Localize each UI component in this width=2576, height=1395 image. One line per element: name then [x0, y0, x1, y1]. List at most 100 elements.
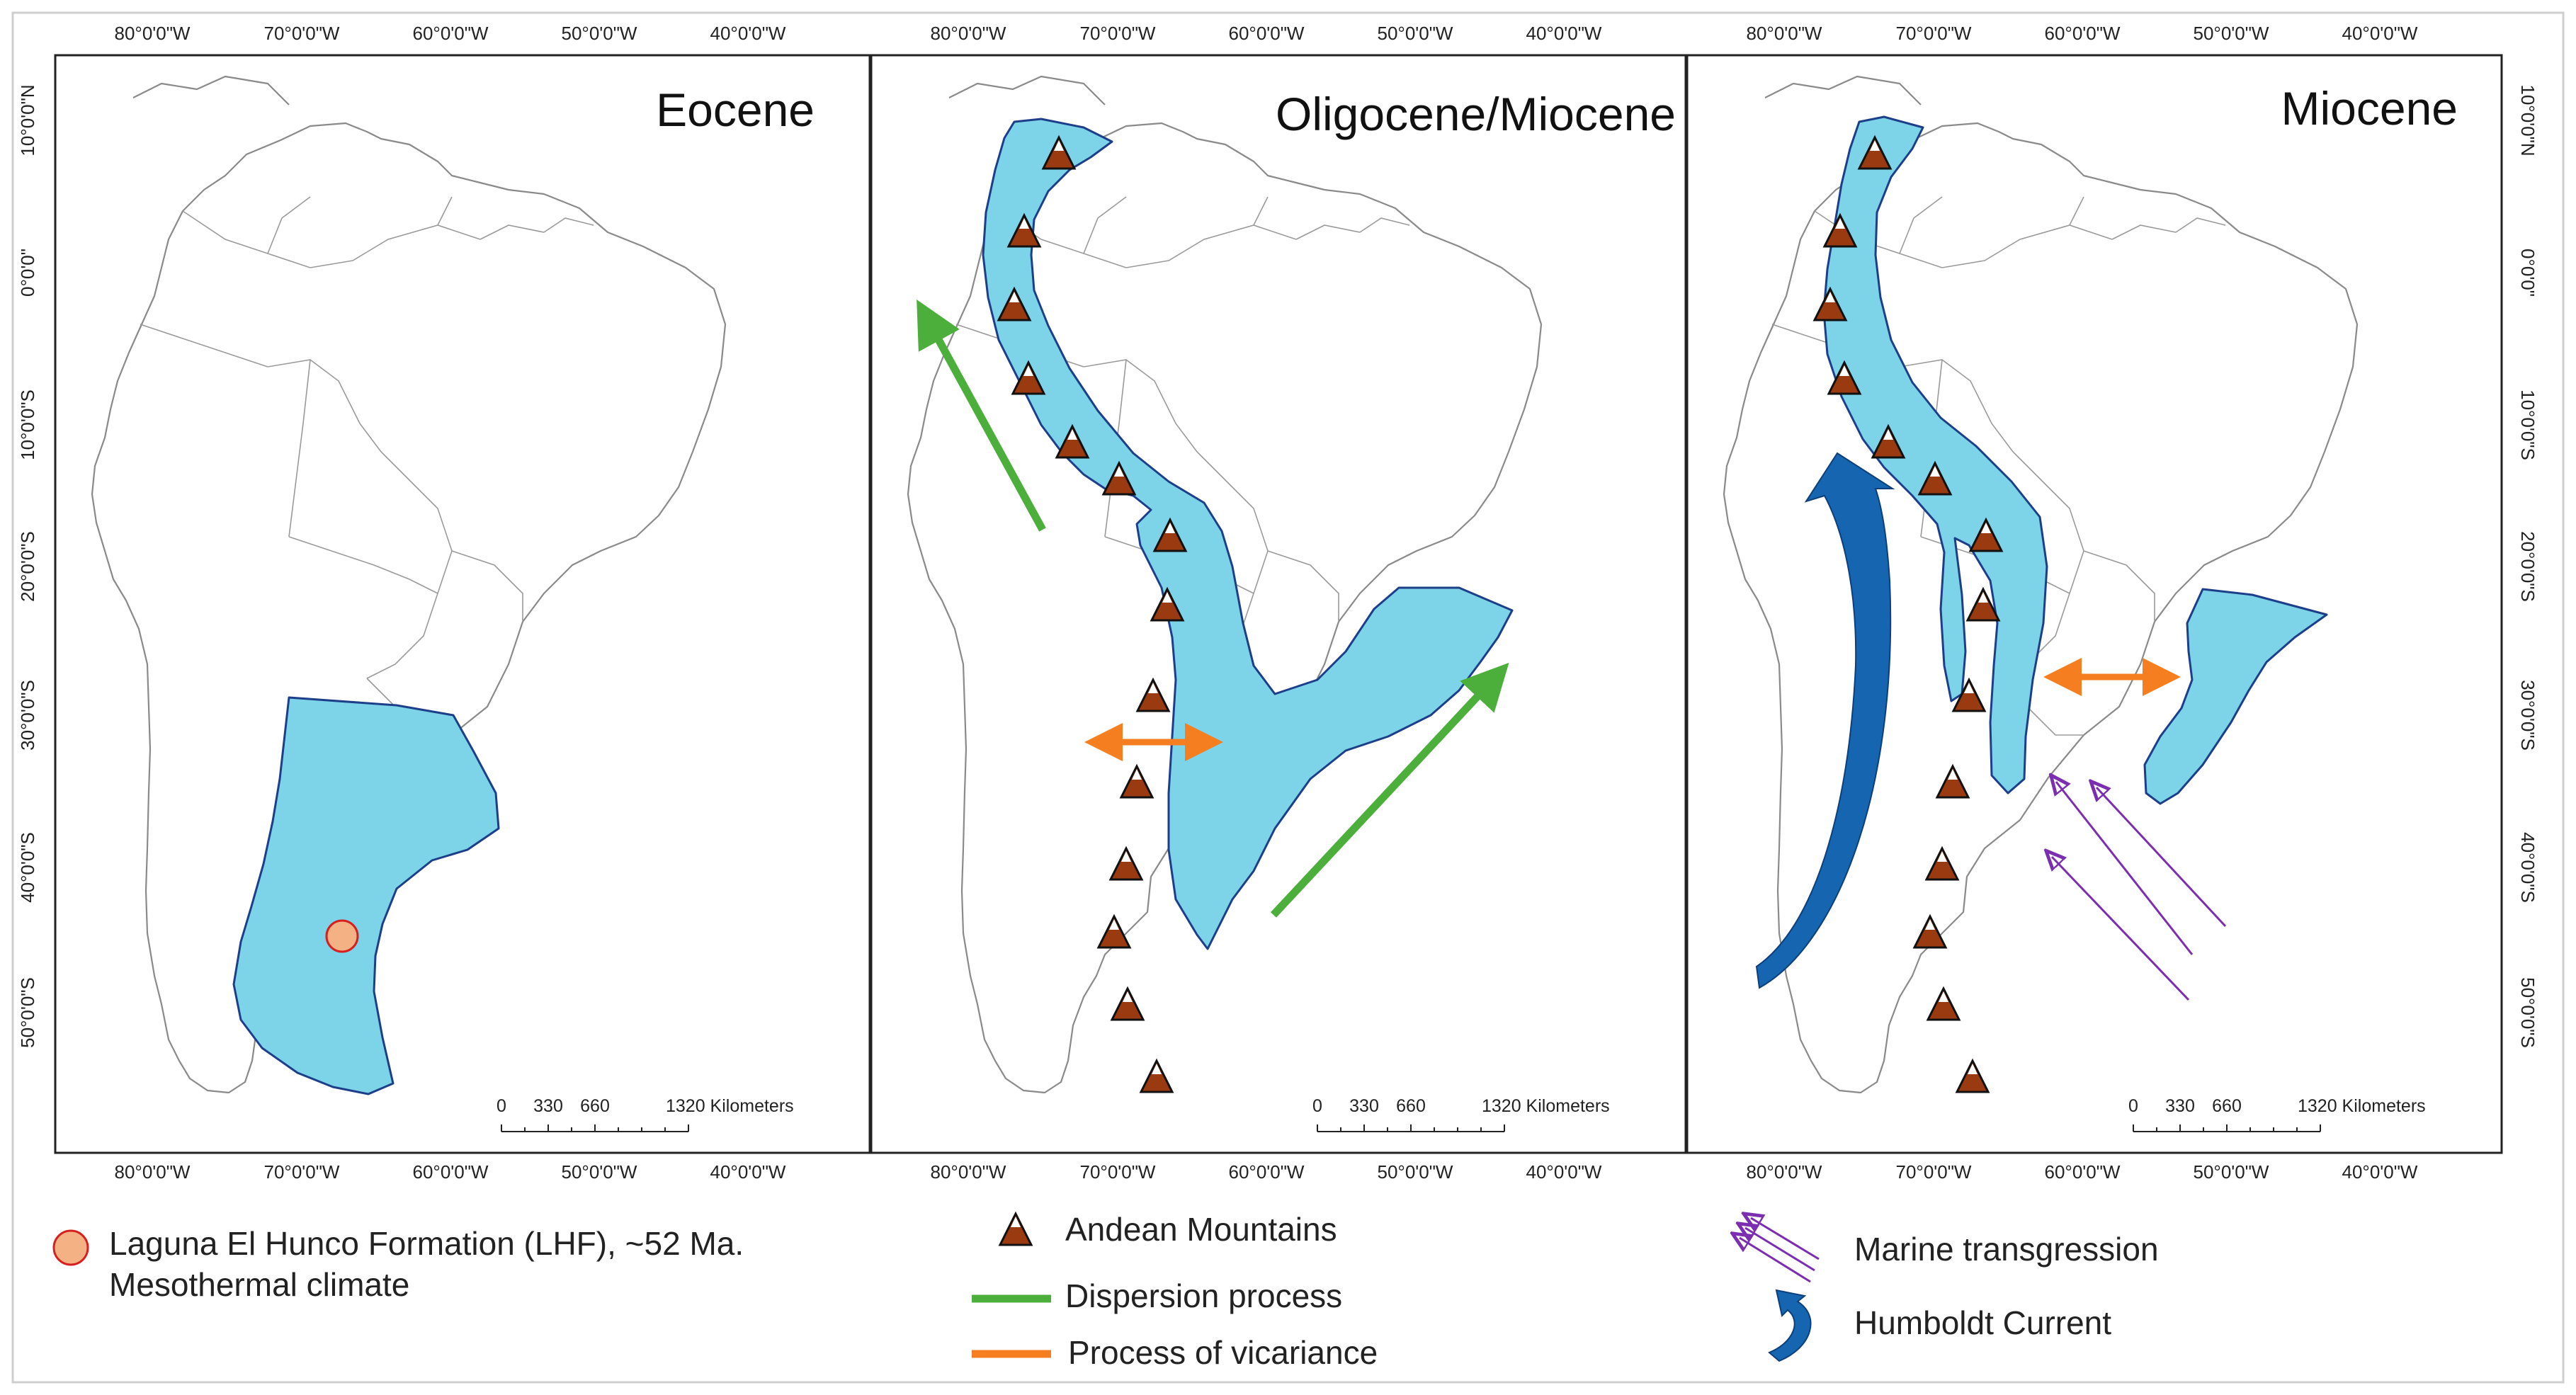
- lat-label: 50°0'0"S: [17, 977, 38, 1048]
- lon-label: 60°0'0"W: [413, 23, 489, 44]
- lhf-site-marker: [325, 919, 359, 953]
- lon-label: 50°0'0"W: [1378, 1161, 1453, 1183]
- scale-bar: 0 330 660 1320 Kilometers: [1312, 1096, 1610, 1132]
- lon-label: 60°0'0"W: [1229, 23, 1305, 44]
- lon-label: 70°0'0"W: [1080, 1161, 1156, 1183]
- panel-oligocene-miocene: Oligocene/Miocene 0 330 660 1320 Kilomet…: [870, 54, 1687, 1154]
- mountain-triangle-icon: [999, 1212, 1033, 1246]
- figure-frame: [11, 11, 2565, 1384]
- scale-tick-label: 1320 Kilometers: [666, 1096, 794, 1116]
- south-america-basemap: [907, 75, 1543, 1094]
- lon-label: 80°0'0"W: [931, 1161, 1006, 1183]
- panel-frame: [1686, 54, 2503, 1154]
- scale-tick-label: 0: [497, 1096, 506, 1116]
- lon-label: 40°0'0"W: [1526, 23, 1602, 44]
- dispersion-arrow: [917, 300, 1046, 532]
- panel-frame: [54, 54, 871, 1154]
- lat-label: 40°0'0"S: [2517, 832, 2538, 903]
- lat-label: 20°0'0"S: [2517, 531, 2538, 602]
- lon-label: 70°0'0"W: [1896, 1161, 1972, 1183]
- scale-tick-label: 0: [1312, 1096, 1322, 1116]
- humboldt-current-arrow: [1755, 452, 1895, 989]
- bottom-longitude-axis: 80°0'0"W 70°0'0"W 60°0'0"W 50°0'0"W 40°0…: [115, 1161, 2418, 1183]
- top-longitude-axis: 80°0'0"W 70°0'0"W 60°0'0"W 50°0'0"W 40°0…: [115, 23, 2418, 44]
- scale-tick-label: 1320 Kilometers: [1482, 1096, 1610, 1116]
- caribbean-coast: [1764, 75, 1922, 106]
- andean-foreland-basin: [982, 118, 1514, 950]
- lon-label: 60°0'0"W: [2045, 23, 2121, 44]
- lon-label: 40°0'0"W: [710, 23, 786, 44]
- dispersion-arrow: [1270, 662, 1509, 918]
- current-arrow-icon: [1768, 1289, 1812, 1362]
- lat-label: 10°0'0"N: [2517, 84, 2538, 156]
- scale-tick-label: 660: [1396, 1096, 1426, 1116]
- legend: Laguna El Hunco Formation (LHF), ~52 Ma.…: [52, 1211, 2159, 1371]
- lon-label: 50°0'0"W: [2194, 23, 2269, 44]
- marine-arrows-icon: [1740, 1218, 1820, 1283]
- lon-label: 70°0'0"W: [264, 23, 340, 44]
- south-america-basemap: [1723, 75, 2359, 1094]
- scale-tick-label: 0: [2128, 1096, 2138, 1116]
- legend-humboldt: Humboldt Current: [1854, 1304, 2111, 1341]
- lon-label: 80°0'0"W: [115, 1161, 191, 1183]
- lat-label: 20°0'0"S: [17, 531, 38, 602]
- lon-label: 60°0'0"W: [413, 1161, 489, 1183]
- caribbean-coast: [948, 75, 1106, 106]
- lat-label: 30°0'0"S: [17, 680, 38, 751]
- scale-tick-label: 330: [1349, 1096, 1379, 1116]
- legend-vicariance: Process of vicariance: [1068, 1334, 1378, 1371]
- panel-eocene: Eocene 0 330 660 1320 Kilometers: [54, 54, 871, 1154]
- lon-label: 70°0'0"W: [1896, 23, 1972, 44]
- scale-bar: 0 330 660 1320 Kilometers: [497, 1096, 794, 1132]
- left-latitude-axis: 10°0'0"N 0°0'0" 10°0'0"S 20°0'0"S 30°0'0…: [17, 84, 38, 1048]
- lon-label: 80°0'0"W: [1747, 23, 1822, 44]
- legend-andean: Andean Mountains: [1065, 1211, 1337, 1248]
- lon-label: 40°0'0"W: [1526, 1161, 1602, 1183]
- scale-bar: 0 330 660 1320 Kilometers: [2128, 1096, 2426, 1132]
- lon-label: 80°0'0"W: [1747, 1161, 1822, 1183]
- lon-label: 50°0'0"W: [2194, 1161, 2269, 1183]
- scale-tick-label: 1320 Kilometers: [2298, 1096, 2426, 1116]
- lat-label: 50°0'0"S: [2517, 977, 2538, 1048]
- lat-label: 0°0'0": [17, 249, 38, 297]
- lat-label: 10°0'0"S: [17, 389, 38, 460]
- marine-transgression-arrows: [2050, 782, 2227, 1001]
- lon-label: 40°0'0"W: [710, 1161, 786, 1183]
- right-latitude-axis: 10°0'0"N 0°0'0" 10°0'0"S 20°0'0"S 30°0'0…: [2517, 84, 2538, 1048]
- lon-label: 50°0'0"W: [562, 1161, 637, 1183]
- andean-basin-west: [1822, 115, 2048, 795]
- lon-label: 60°0'0"W: [1229, 1161, 1305, 1183]
- lon-label: 70°0'0"W: [264, 1161, 340, 1183]
- lon-label: 80°0'0"W: [931, 23, 1006, 44]
- south-america-basemap: [91, 75, 727, 1094]
- lat-label: 40°0'0"S: [17, 832, 38, 903]
- patagonia-basin: [232, 696, 500, 1095]
- parana-basin: [2143, 588, 2328, 805]
- scale-tick-label: 660: [580, 1096, 610, 1116]
- legend-marine: Marine transgression: [1854, 1231, 2159, 1268]
- lat-label: 30°0'0"S: [2517, 680, 2538, 751]
- legend-lhf-line2: Mesothermal climate: [109, 1266, 409, 1303]
- panel-title: Oligocene/Miocene: [1276, 88, 1676, 140]
- lat-label: 10°0'0"N: [17, 84, 38, 156]
- lhf-legend-marker: [52, 1229, 89, 1266]
- lat-label: 10°0'0"S: [2517, 389, 2538, 460]
- panel-title: Eocene: [656, 84, 815, 136]
- legend-lhf-line1: Laguna El Hunco Formation (LHF), ~52 Ma.: [109, 1225, 744, 1262]
- lon-label: 40°0'0"W: [2342, 23, 2418, 44]
- lat-label: 0°0'0": [2517, 249, 2538, 297]
- lon-label: 60°0'0"W: [2045, 1161, 2121, 1183]
- lon-label: 50°0'0"W: [562, 23, 637, 44]
- scale-tick-label: 660: [2212, 1096, 2242, 1116]
- panel-miocene: Miocene 0 330 660 1320 Kilometers: [1686, 54, 2503, 1154]
- legend-dispersion: Dispersion process: [1065, 1277, 1342, 1314]
- lon-label: 80°0'0"W: [115, 23, 191, 44]
- lon-label: 40°0'0"W: [2342, 1161, 2418, 1183]
- scale-tick-label: 330: [2165, 1096, 2195, 1116]
- scale-tick-label: 330: [533, 1096, 563, 1116]
- lon-label: 70°0'0"W: [1080, 23, 1156, 44]
- lon-label: 50°0'0"W: [1378, 23, 1453, 44]
- caribbean-coast: [132, 75, 290, 106]
- panel-title: Miocene: [2281, 82, 2458, 135]
